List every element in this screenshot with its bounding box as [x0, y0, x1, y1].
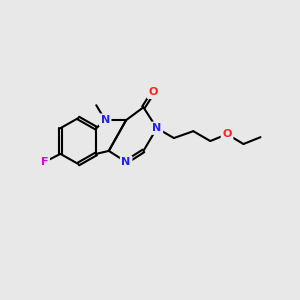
Text: N: N	[152, 123, 161, 133]
Text: F: F	[41, 157, 48, 167]
Text: O: O	[148, 87, 158, 98]
Text: N: N	[122, 157, 131, 167]
Text: O: O	[222, 129, 232, 139]
Text: N: N	[100, 115, 110, 125]
